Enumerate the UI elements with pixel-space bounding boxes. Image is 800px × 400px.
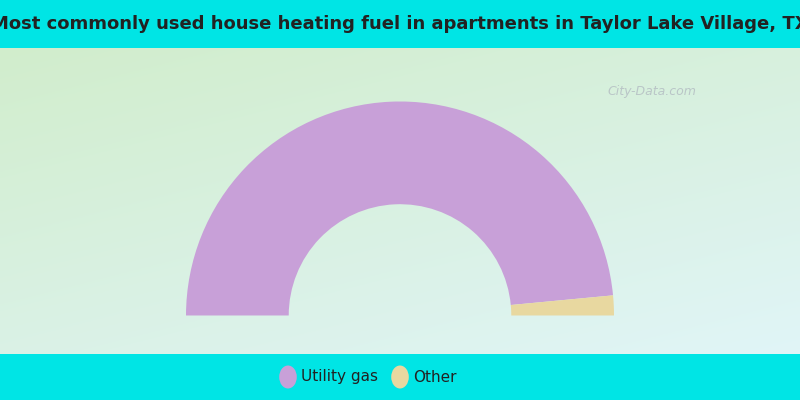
Ellipse shape (279, 366, 297, 388)
Text: Other: Other (413, 370, 456, 384)
Wedge shape (510, 295, 614, 316)
Ellipse shape (391, 366, 409, 388)
Wedge shape (186, 102, 613, 316)
Text: Utility gas: Utility gas (301, 370, 378, 384)
Text: Most commonly used house heating fuel in apartments in Taylor Lake Village, TX: Most commonly used house heating fuel in… (0, 15, 800, 33)
Text: City-Data.com: City-Data.com (607, 85, 696, 98)
